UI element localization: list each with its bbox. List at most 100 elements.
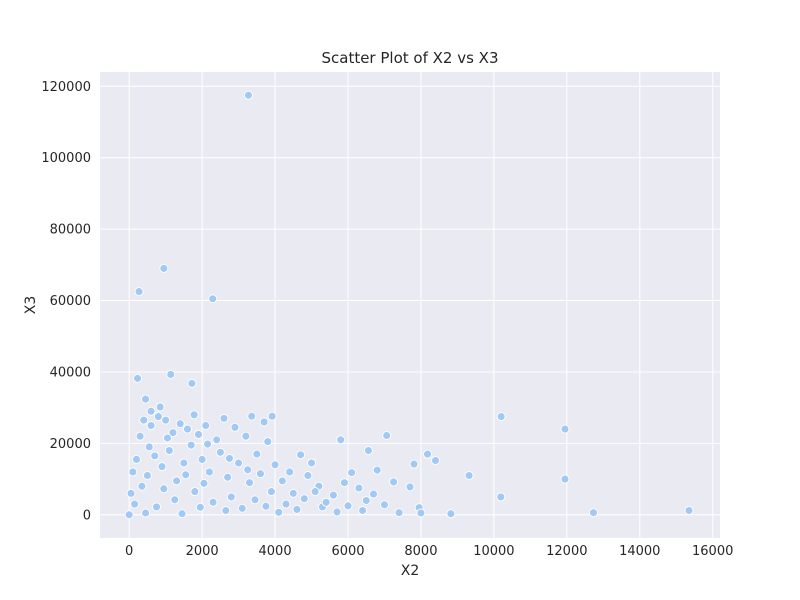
x-tick-label: 16000 bbox=[692, 544, 733, 559]
data-point bbox=[328, 490, 338, 500]
x-tick-label: 10000 bbox=[473, 544, 514, 559]
data-point bbox=[369, 489, 378, 499]
data-point bbox=[166, 370, 176, 379]
data-point bbox=[177, 509, 187, 519]
data-point bbox=[179, 458, 189, 468]
y-tick-label: 40000 bbox=[50, 365, 91, 380]
data-point bbox=[372, 465, 382, 475]
data-point bbox=[146, 421, 156, 430]
data-point bbox=[296, 450, 306, 460]
data-point bbox=[361, 496, 371, 505]
chart-title: Scatter Plot of X2 vs X3 bbox=[321, 49, 498, 67]
data-point bbox=[332, 507, 342, 517]
data-point bbox=[197, 454, 207, 464]
data-point bbox=[354, 483, 364, 493]
data-point bbox=[389, 477, 399, 487]
data-point bbox=[155, 402, 165, 412]
data-point bbox=[263, 437, 273, 447]
x-tick-label: 4000 bbox=[259, 544, 292, 559]
data-point bbox=[203, 439, 213, 449]
data-point bbox=[189, 410, 199, 420]
data-point bbox=[237, 503, 247, 513]
x-tick-label: 14000 bbox=[619, 544, 660, 559]
y-tick-label: 60000 bbox=[50, 294, 91, 309]
data-point bbox=[259, 417, 269, 427]
data-point bbox=[274, 507, 284, 517]
y-tick-label: 100000 bbox=[41, 151, 91, 166]
data-point bbox=[126, 488, 136, 498]
x-tick-label: 6000 bbox=[331, 544, 364, 559]
data-point bbox=[310, 487, 320, 497]
data-point bbox=[124, 510, 134, 520]
data-point bbox=[394, 508, 404, 518]
data-point bbox=[208, 497, 218, 507]
data-point bbox=[153, 412, 163, 422]
data-point bbox=[208, 294, 218, 304]
data-point bbox=[190, 487, 200, 497]
data-point bbox=[201, 421, 211, 430]
data-point bbox=[128, 467, 138, 477]
data-point bbox=[496, 412, 506, 422]
data-point bbox=[241, 431, 251, 441]
data-point bbox=[142, 471, 152, 480]
data-point bbox=[181, 470, 191, 480]
x-tick-label: 0 bbox=[125, 544, 133, 559]
y-tick-label: 20000 bbox=[50, 437, 91, 452]
data-point bbox=[139, 415, 149, 425]
data-point bbox=[321, 497, 331, 507]
data-point bbox=[194, 429, 203, 439]
data-point bbox=[168, 428, 178, 438]
data-point bbox=[130, 499, 140, 509]
data-point bbox=[684, 506, 694, 515]
data-point bbox=[186, 440, 196, 450]
data-point bbox=[299, 494, 309, 504]
data-point bbox=[132, 454, 141, 464]
data-point bbox=[256, 469, 265, 479]
data-point bbox=[431, 456, 440, 465]
data-point bbox=[141, 394, 151, 404]
data-point bbox=[135, 431, 145, 441]
data-point bbox=[234, 458, 244, 468]
data-point bbox=[267, 411, 277, 421]
data-point bbox=[150, 451, 160, 461]
data-point bbox=[560, 474, 570, 484]
data-points bbox=[124, 90, 694, 520]
data-point bbox=[303, 471, 313, 480]
data-point bbox=[221, 506, 231, 515]
data-point bbox=[560, 424, 570, 434]
data-point bbox=[423, 449, 432, 459]
data-point bbox=[172, 476, 182, 486]
x-tick-labels: 0 2000 4000 6000 8000 10000 12000 14000 16000 bbox=[125, 544, 733, 559]
data-point bbox=[159, 263, 169, 273]
data-point bbox=[339, 478, 349, 488]
data-point bbox=[170, 495, 180, 505]
data-point bbox=[358, 506, 368, 515]
data-point bbox=[199, 478, 209, 488]
data-point bbox=[405, 482, 415, 492]
data-point bbox=[212, 435, 222, 445]
plot-area bbox=[100, 72, 720, 538]
data-point bbox=[270, 460, 280, 470]
data-point bbox=[215, 447, 225, 457]
data-point bbox=[133, 373, 143, 383]
data-point bbox=[464, 471, 474, 480]
x-tick-label: 12000 bbox=[546, 544, 587, 559]
data-point bbox=[288, 488, 298, 498]
data-point bbox=[343, 501, 353, 511]
data-point bbox=[137, 481, 147, 491]
data-point bbox=[152, 502, 161, 512]
data-point bbox=[409, 459, 419, 469]
y-tick-labels: 0 20000 40000 60000 80000 100000 120000 bbox=[41, 80, 91, 524]
data-point bbox=[245, 478, 254, 488]
data-point bbox=[446, 509, 456, 519]
y-tick-label: 80000 bbox=[50, 223, 91, 238]
data-point bbox=[250, 495, 260, 505]
data-point bbox=[204, 467, 214, 477]
data-point bbox=[157, 462, 167, 472]
data-point bbox=[336, 435, 346, 445]
data-point bbox=[261, 501, 271, 511]
data-point bbox=[141, 508, 151, 518]
data-point bbox=[363, 446, 373, 455]
